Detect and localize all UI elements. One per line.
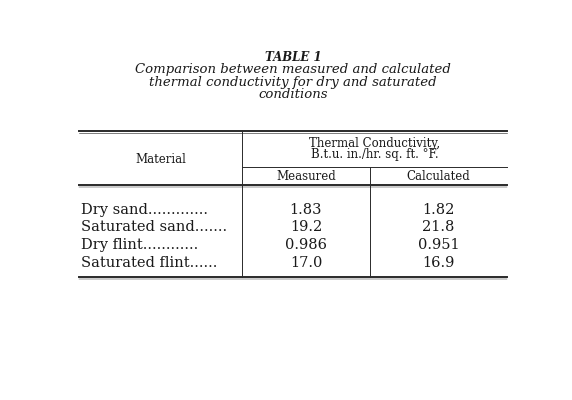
Text: 0.951: 0.951: [418, 238, 459, 252]
Text: conditions: conditions: [259, 88, 328, 101]
Text: Dry flint............: Dry flint............: [81, 238, 198, 252]
Text: 0.986: 0.986: [285, 238, 327, 252]
Text: 17.0: 17.0: [290, 256, 322, 270]
Text: B.t.u. in./hr. sq. ft. °F.: B.t.u. in./hr. sq. ft. °F.: [311, 148, 438, 161]
Text: Saturated flint......: Saturated flint......: [81, 256, 217, 270]
Text: Calculated: Calculated: [407, 170, 470, 183]
Text: Material: Material: [135, 153, 186, 166]
Text: Measured: Measured: [276, 170, 336, 183]
Text: 1.82: 1.82: [422, 203, 455, 217]
Text: Thermal Conductivity,: Thermal Conductivity,: [309, 137, 440, 150]
Text: Dry sand.............: Dry sand.............: [81, 203, 208, 217]
Text: 1.83: 1.83: [289, 203, 322, 217]
Text: Comparison between measured and calculated: Comparison between measured and calculat…: [135, 63, 451, 76]
Text: 16.9: 16.9: [422, 256, 455, 270]
Text: 19.2: 19.2: [290, 220, 322, 234]
Text: Saturated sand.......: Saturated sand.......: [81, 220, 227, 234]
Text: 21.8: 21.8: [422, 220, 455, 234]
Text: TABLE 1: TABLE 1: [265, 51, 321, 64]
Text: thermal conductivity for dry and saturated: thermal conductivity for dry and saturat…: [149, 76, 437, 89]
